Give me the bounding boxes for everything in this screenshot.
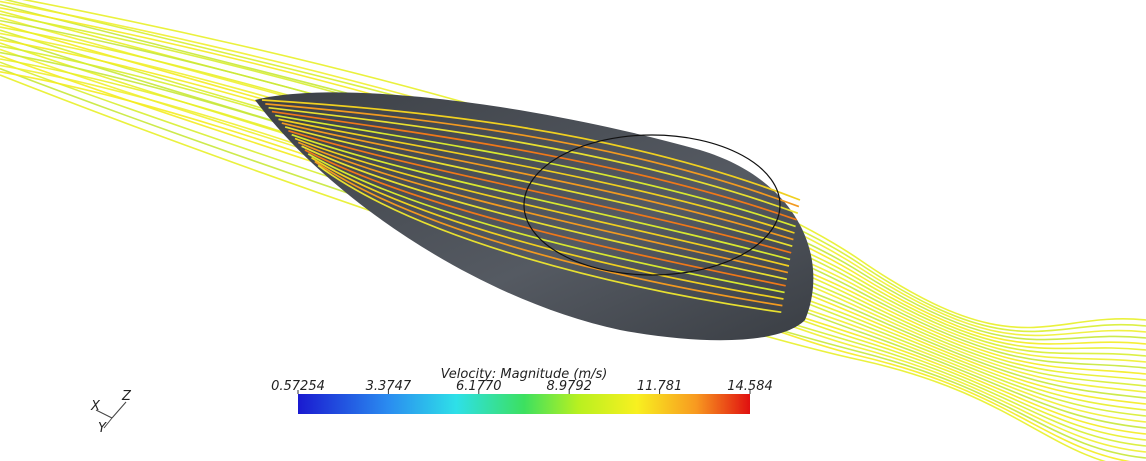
scene: X Z Y Velocity: Magnitude (m/s) 0.572543… [0,0,1146,461]
triad-line [112,402,126,418]
triad-label: X [90,399,101,414]
triad-label: Z [121,389,132,404]
page: {"colorbar": {"title": "Velocity: Magnit… [0,0,1146,461]
colorbar [298,394,750,414]
colorbar-tick-label: 3.3747 [366,379,412,394]
triad-label: Y [98,421,107,436]
colorbar-tick-label: 6.1770 [456,379,502,394]
colorbar-tick-label: 11.781 [637,379,683,394]
colorbar-tick-label: 0.57254 [271,379,325,394]
colorbar-tick-label: 14.584 [727,379,773,394]
axes-triad: X Z Y [90,389,132,436]
colorbar-tick-label: 8.9792 [546,379,592,394]
